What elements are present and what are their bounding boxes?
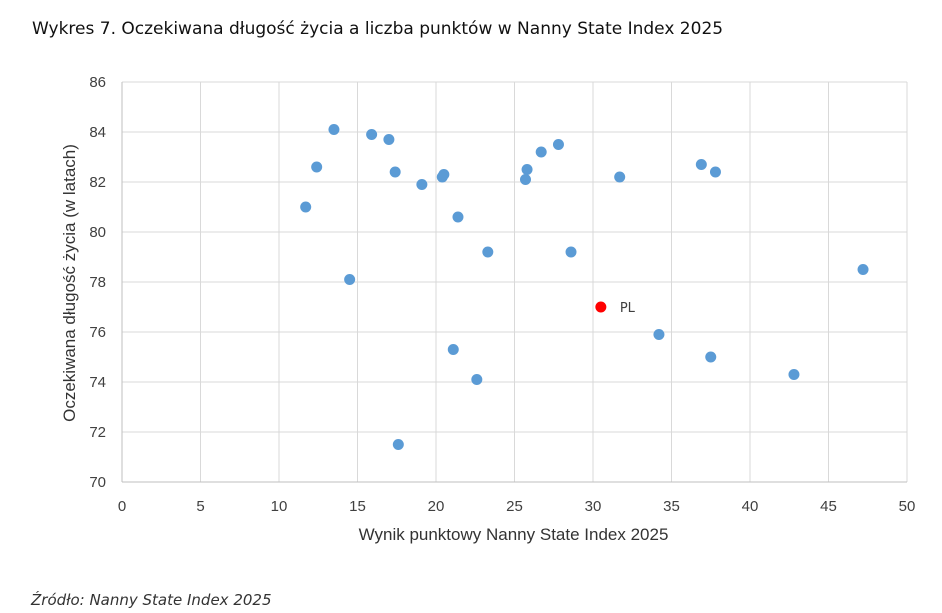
data-point	[695, 159, 707, 170]
x-tick-label: 30	[585, 498, 602, 515]
data-point	[653, 329, 665, 340]
x-tick-label: 10	[271, 498, 288, 515]
data-point	[521, 164, 533, 175]
x-tick-label: 40	[742, 498, 759, 515]
data-point	[328, 124, 340, 135]
x-tick-label: 35	[663, 498, 680, 515]
data-point	[366, 129, 378, 140]
data-point	[788, 369, 800, 380]
data-point	[452, 211, 464, 223]
data-point	[857, 264, 869, 275]
chart-title: Wykres 7. Oczekiwana długość życia a lic…	[32, 19, 724, 39]
y-tick-label: 80	[89, 224, 106, 241]
x-tick-label: 5	[196, 498, 204, 515]
data-point	[392, 439, 404, 450]
y-tick-label: 76	[89, 324, 106, 341]
x-tick-label: 20	[428, 498, 445, 515]
x-tick-label: 50	[899, 498, 916, 515]
highlight-point	[595, 301, 607, 313]
y-tick-label: 74	[89, 374, 106, 391]
data-point	[389, 166, 401, 178]
data-point	[344, 274, 356, 285]
data-point	[614, 171, 626, 183]
y-tick-label: 82	[89, 174, 106, 191]
y-tick-label: 84	[89, 124, 106, 141]
data-point	[438, 169, 450, 180]
x-tick-label: 0	[118, 498, 126, 515]
source-note: Źródło: Nanny State Index 2025	[31, 591, 272, 609]
x-tick-label: 15	[349, 498, 366, 515]
scatter-chart: 0 5 10 15 20 25 30 35 40 45 50 70 72 74 76 78 80 82 84 86 Wy…	[60, 74, 916, 544]
data-point	[447, 344, 459, 355]
y-tick-label: 72	[89, 424, 106, 441]
x-tick-label: 45	[820, 498, 837, 515]
data-point	[552, 139, 564, 150]
x-axis-title: Wynik punktowy Nanny State Index 2025	[359, 525, 669, 544]
data-point	[565, 246, 577, 258]
data-point	[300, 201, 312, 213]
data-point	[705, 351, 717, 363]
data-point	[482, 246, 494, 258]
data-point	[519, 174, 531, 185]
y-tick-label: 86	[89, 74, 106, 91]
y-axis-title: Oczekiwana długość życia (w latach)	[60, 144, 79, 422]
y-tick-label: 70	[89, 474, 106, 491]
data-point	[383, 134, 395, 145]
highlight-label: PL	[620, 301, 636, 316]
data-point	[709, 166, 721, 178]
data-point	[471, 374, 483, 385]
data-point	[311, 161, 323, 173]
x-tick-label: 25	[506, 498, 523, 515]
data-point	[416, 179, 428, 190]
data-point	[535, 146, 547, 158]
y-tick-label: 78	[89, 274, 106, 291]
